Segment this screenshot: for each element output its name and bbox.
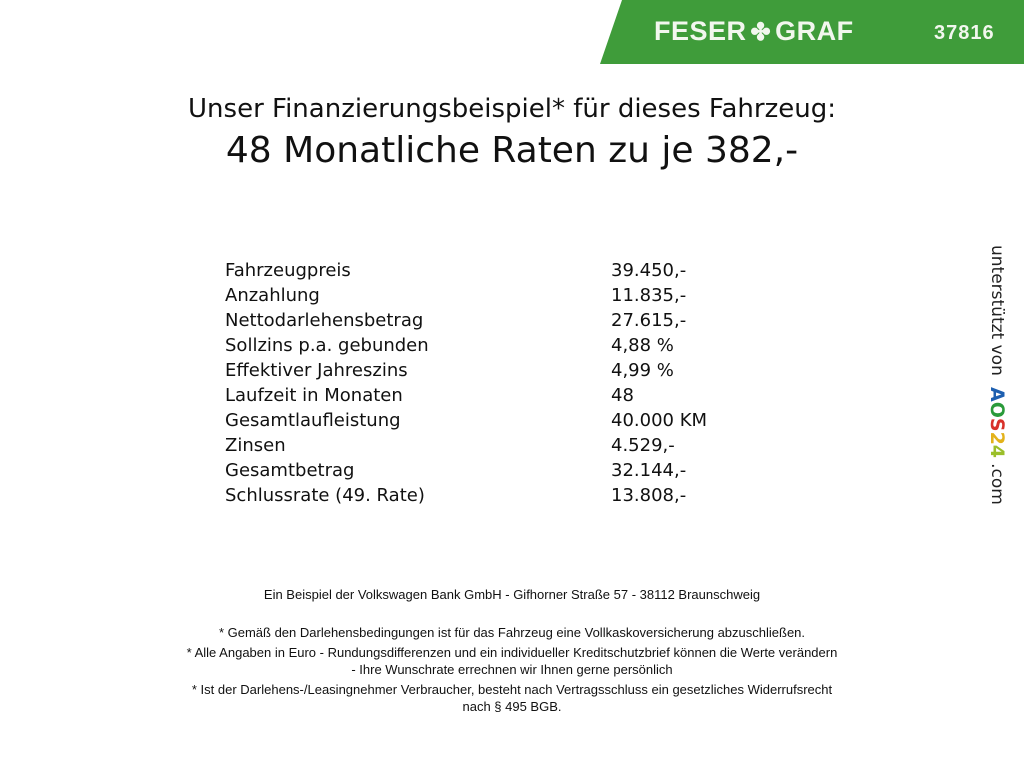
- note-3b: nach § 495 BGB.: [462, 699, 562, 714]
- supported-by: unterstützt von AOS24 .com: [986, 245, 1008, 505]
- brand-left: FESER: [654, 16, 747, 46]
- row-label: Gesamtbetrag: [225, 460, 355, 481]
- row-label: Nettodarlehensbetrag: [225, 310, 424, 331]
- table-row: Gesamtbetrag 32.144,-: [225, 458, 825, 483]
- table-row: Gesamtlaufleistung 40.000 KM: [225, 408, 825, 433]
- table-row: Effektiver Jahreszins 4,99 %: [225, 358, 825, 383]
- row-label: Anzahlung: [225, 285, 320, 306]
- clover-icon: ✤: [750, 19, 772, 46]
- row-label: Sollzins p.a. gebunden: [225, 335, 429, 356]
- row-value: 13.808,-: [611, 485, 687, 506]
- row-value: 11.835,-: [611, 285, 687, 306]
- table-row: Sollzins p.a. gebunden 4,88 %: [225, 333, 825, 358]
- table-row: Zinsen 4.529,-: [225, 433, 825, 458]
- row-value: 32.144,-: [611, 460, 687, 481]
- aos24-logo: AOS24: [986, 386, 1008, 458]
- table-row: Fahrzeugpreis 39.450,-: [225, 258, 825, 283]
- header-banner: [600, 0, 1024, 64]
- note-3a: * Ist der Darlehens-/Leasingnehmer Verbr…: [191, 682, 833, 697]
- title-line1: Unser Finanzierungsbeispiel* für dieses …: [188, 94, 836, 124]
- finance-table: Fahrzeugpreis 39.450,- Anzahlung 11.835,- Ne…: [225, 258, 825, 508]
- bank-info: Ein Beispiel der Volkswagen Bank GmbH - …: [263, 587, 761, 602]
- note-2a: * Alle Angaben in Euro - Rundungsdiffere…: [186, 645, 838, 660]
- vehicle-number: 37816: [934, 22, 995, 44]
- table-row: Nettodarlehensbetrag 27.615,-: [225, 308, 825, 333]
- table-row: Anzahlung 11.835,-: [225, 283, 825, 308]
- note-2b: - Ihre Wunschrate errechnen wir Ihnen ge…: [351, 662, 673, 677]
- supported-text: unterstützt von: [987, 245, 1007, 376]
- brand-right: GRAF: [775, 16, 854, 46]
- table-row: Laufzeit in Monaten 48: [225, 383, 825, 408]
- row-label: Effektiver Jahreszins: [225, 360, 408, 381]
- row-label: Fahrzeugpreis: [225, 260, 351, 281]
- brand-logo: FESER ✤ GRAF: [654, 16, 854, 47]
- row-label: Zinsen: [225, 435, 286, 456]
- row-value: 27.615,-: [611, 310, 687, 331]
- aos24-suffix: .com: [987, 463, 1007, 505]
- table-row: Schlussrate (49. Rate) 13.808,-: [225, 483, 825, 508]
- row-value: 4.529,-: [611, 435, 675, 456]
- row-label: Laufzeit in Monaten: [225, 385, 403, 406]
- row-value: 4,88 %: [611, 335, 674, 356]
- row-value: 48: [611, 385, 634, 406]
- row-value: 40.000 KM: [611, 410, 708, 431]
- row-label: Schlussrate (49. Rate): [225, 485, 425, 506]
- row-label: Gesamtlaufleistung: [225, 410, 401, 431]
- row-value: 4,99 %: [611, 360, 674, 381]
- title-line2: 48 Monatliche Raten zu je 382,-: [225, 130, 799, 171]
- row-value: 39.450,-: [611, 260, 687, 281]
- note-1: * Gemäß den Darlehensbedingungen ist für…: [218, 625, 806, 640]
